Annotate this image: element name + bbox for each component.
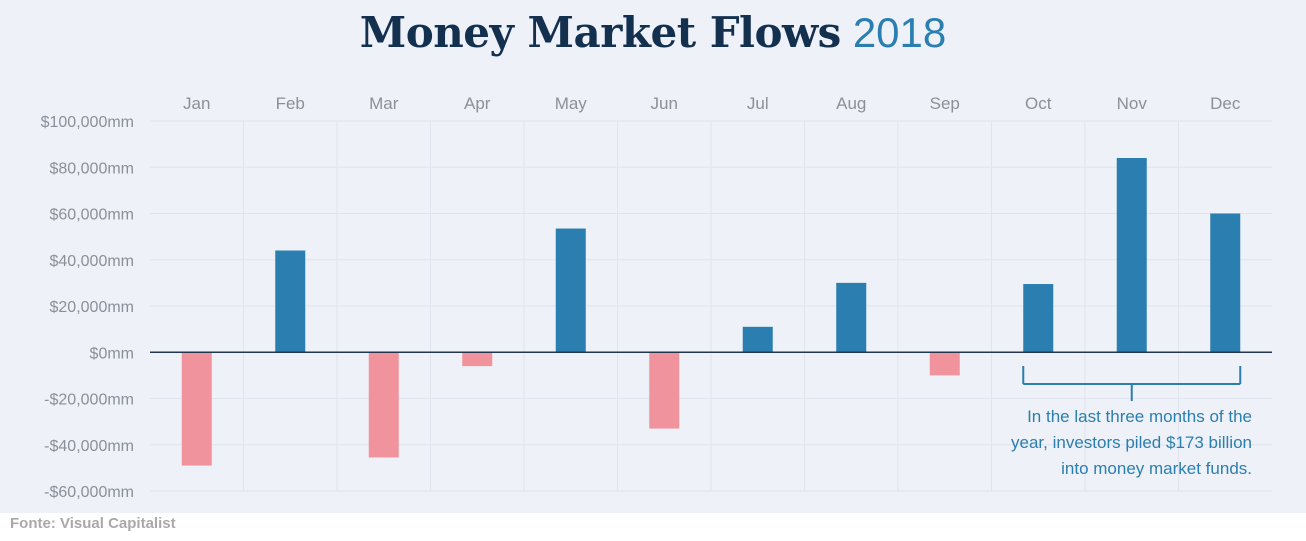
x-tick-label: Feb bbox=[276, 94, 305, 113]
x-tick-label: Apr bbox=[464, 94, 491, 113]
bars bbox=[181, 158, 1241, 466]
x-tick-label: May bbox=[555, 94, 588, 113]
bar-feb bbox=[275, 250, 306, 353]
bar-aug bbox=[836, 282, 867, 353]
x-tick-label: Oct bbox=[1025, 94, 1052, 113]
bar-mar bbox=[368, 352, 399, 458]
annotation-line: year, investors piled $173 billion bbox=[1011, 433, 1252, 452]
y-tick-label: -$20,000mm bbox=[44, 392, 134, 409]
y-tick-label: -$60,000mm bbox=[44, 484, 134, 501]
bar-chart: $100,000mm $80,000mm $60,000mm $40,000mm $20… bbox=[41, 94, 1272, 501]
y-tick-label: $60,000mm bbox=[50, 207, 135, 224]
annotation-line: In the last three months of the bbox=[1027, 407, 1252, 426]
x-tick-label: Nov bbox=[1117, 94, 1148, 113]
annotation-text: In the last three months of the year, in… bbox=[932, 404, 1252, 482]
y-tick-label: -$40,000mm bbox=[44, 438, 134, 455]
y-tick-label: $20,000mm bbox=[50, 299, 135, 316]
y-tick-label: $100,000mm bbox=[41, 114, 134, 131]
title-main: Money Market Flows bbox=[359, 8, 842, 57]
gridlines bbox=[150, 120, 1272, 492]
bar-jun bbox=[649, 352, 680, 429]
x-tick-label: Jul bbox=[747, 94, 769, 113]
y-tick-label: $40,000mm bbox=[50, 253, 135, 270]
x-tick-label: Aug bbox=[836, 94, 866, 113]
bar-dec bbox=[1210, 213, 1241, 353]
annotation-bracket bbox=[1022, 366, 1242, 401]
y-tick-label: $80,000mm bbox=[50, 160, 135, 177]
bar-nov bbox=[1116, 158, 1147, 353]
x-tick-label: Dec bbox=[1210, 94, 1241, 113]
x-tick-label: Sep bbox=[930, 94, 960, 113]
bar-sep bbox=[929, 352, 960, 376]
x-tick-label: Jun bbox=[651, 94, 678, 113]
bar-jan bbox=[181, 352, 212, 466]
bar-may bbox=[555, 228, 586, 353]
annotation-line: into money market funds. bbox=[1061, 459, 1252, 478]
bar-oct bbox=[1023, 284, 1054, 353]
x-axis-ticks: Jan Feb Mar Apr May Jun Jul Aug Sep Oct Nov Dec bbox=[183, 94, 1241, 113]
x-tick-label: Jan bbox=[183, 94, 210, 113]
title-year: 2018 bbox=[852, 9, 947, 56]
x-tick-label: Mar bbox=[369, 94, 399, 113]
y-axis-ticks: $100,000mm $80,000mm $60,000mm $40,000mm $20… bbox=[41, 114, 134, 501]
chart-title: Money Market Flows 2018 bbox=[0, 8, 1306, 57]
source-caption: Fonte: Visual Capitalist bbox=[10, 515, 176, 532]
bar-jul bbox=[742, 326, 773, 353]
y-tick-label: $0mm bbox=[90, 345, 134, 362]
bar-apr bbox=[462, 352, 493, 367]
